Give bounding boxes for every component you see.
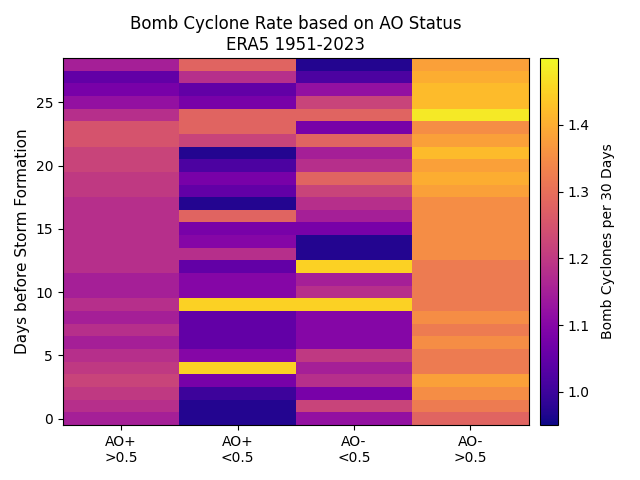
Y-axis label: Bomb Cyclones per 30 Days: Bomb Cyclones per 30 Days [601,144,615,339]
Y-axis label: Days before Storm Formation: Days before Storm Formation [15,129,30,354]
Title: Bomb Cyclone Rate based on AO Status
ERA5 1951-2023: Bomb Cyclone Rate based on AO Status ERA… [130,15,461,54]
